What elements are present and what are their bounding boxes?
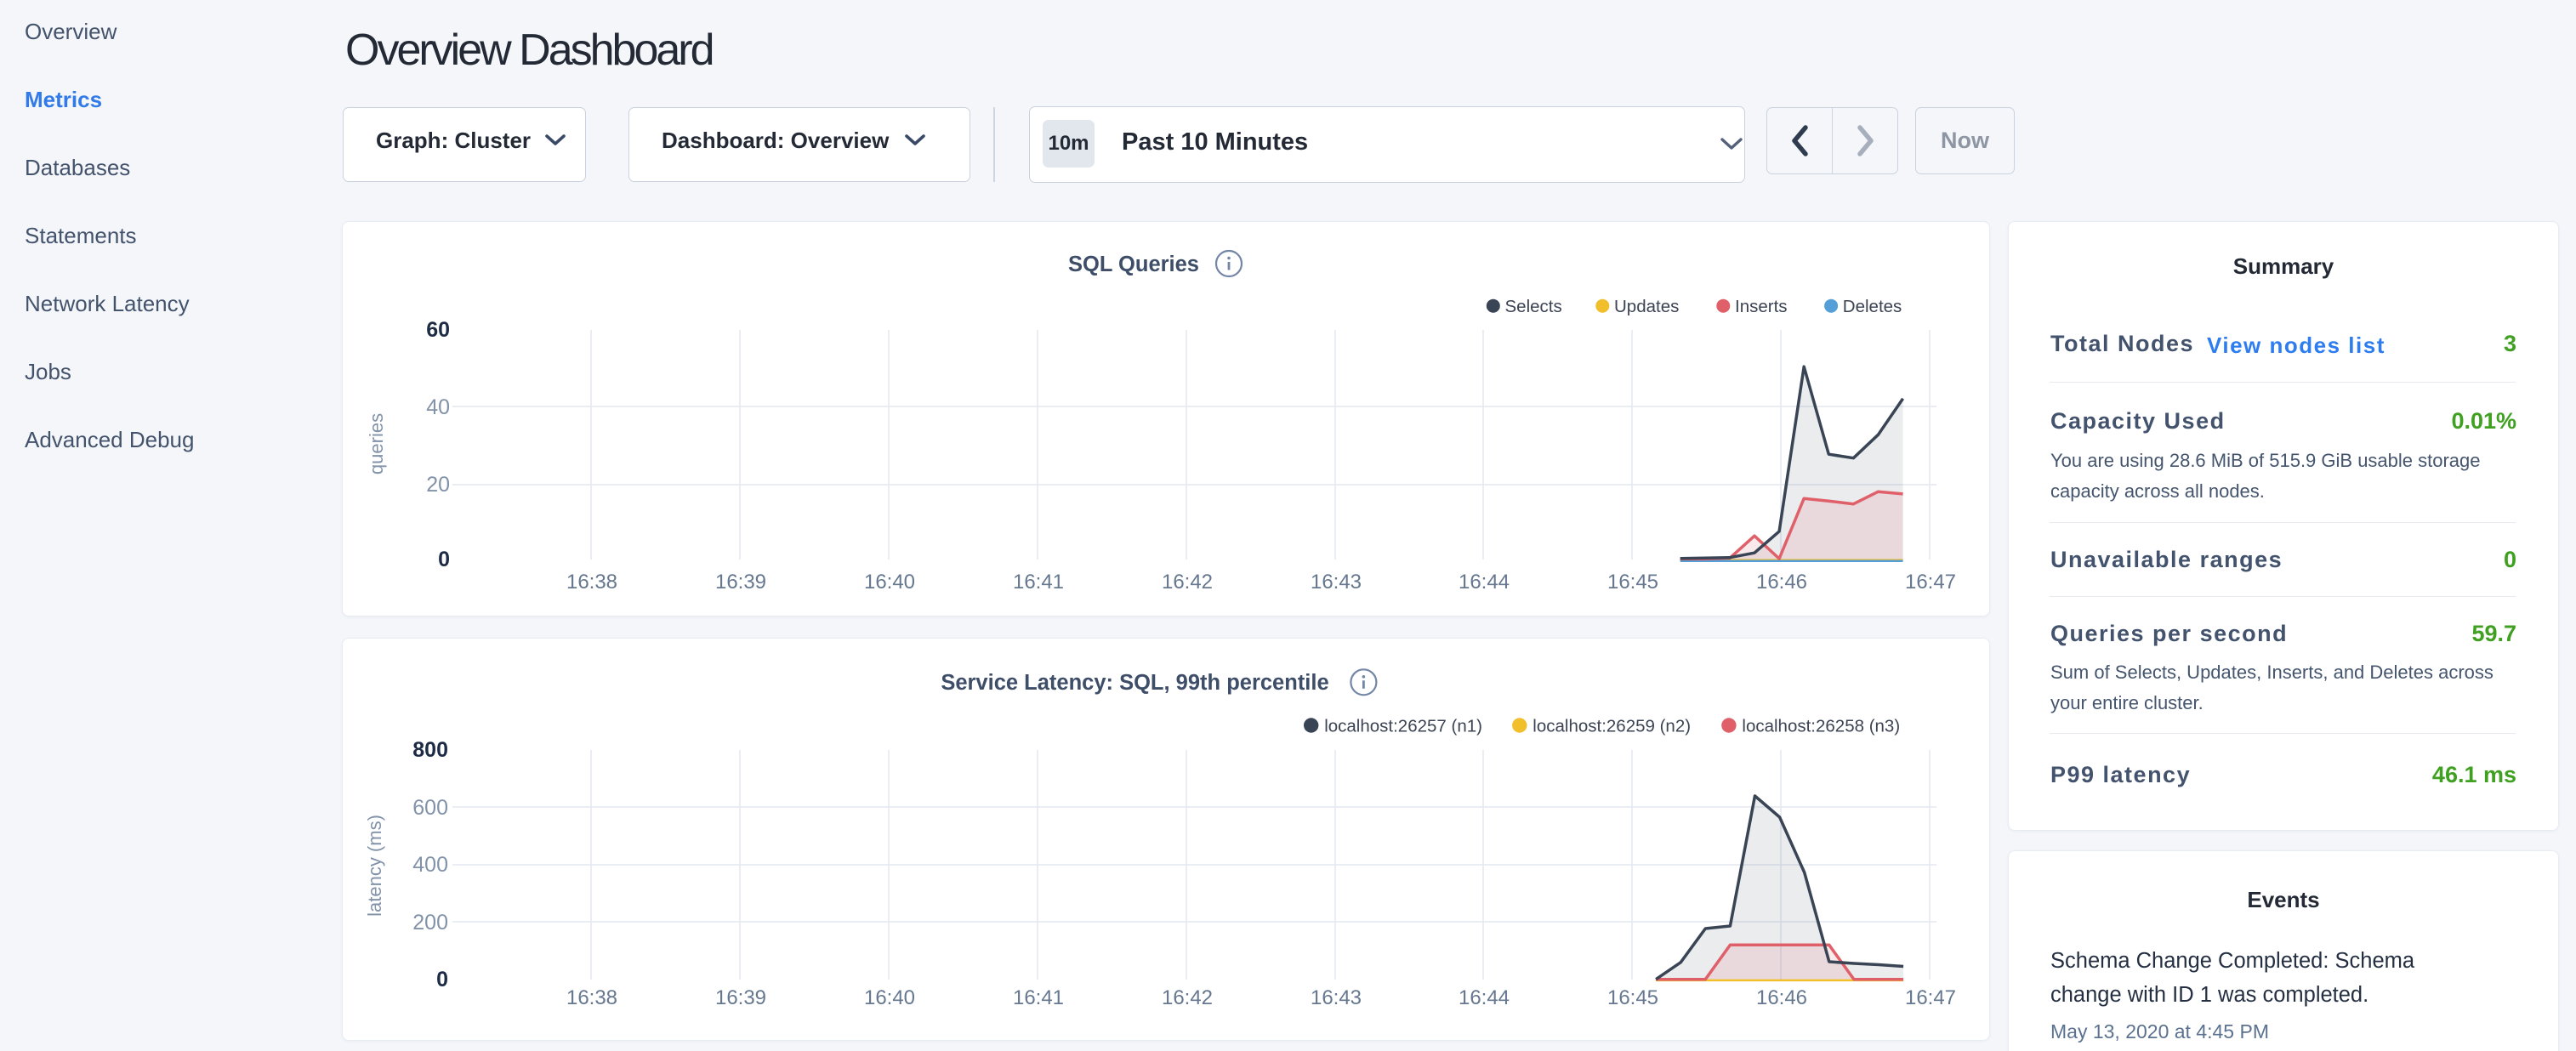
svg-text:20: 20 [426,473,450,497]
svg-text:queries: queries [366,413,387,474]
svg-text:16:38: 16:38 [566,571,617,594]
svg-text:16:47: 16:47 [1905,571,1956,594]
svg-text:Service Latency: SQL, 99th per: Service Latency: SQL, 99th percentile [941,671,1328,695]
svg-text:40: 40 [426,395,450,419]
svg-text:Selects: Selects [1505,297,1562,316]
svg-text:16:45: 16:45 [1607,986,1658,1009]
svg-text:16:45: 16:45 [1607,571,1658,594]
svg-text:Updates: Updates [1614,297,1679,316]
svg-text:16:39: 16:39 [715,571,766,594]
svg-text:SQL Queries: SQL Queries [1068,253,1199,276]
svg-text:localhost:26257 (n1): localhost:26257 (n1) [1324,716,1482,736]
svg-text:16:43: 16:43 [1311,986,1362,1009]
svg-text:16:42: 16:42 [1162,571,1213,594]
svg-text:16:44: 16:44 [1459,571,1510,594]
svg-text:16:41: 16:41 [1013,986,1064,1009]
svg-text:16:41: 16:41 [1013,571,1064,594]
svg-text:localhost:26259 (n2): localhost:26259 (n2) [1533,716,1691,736]
svg-text:16:46: 16:46 [1756,571,1807,594]
svg-text:16:44: 16:44 [1459,986,1510,1009]
svg-text:16:38: 16:38 [566,986,617,1009]
svg-text:16:42: 16:42 [1162,986,1213,1009]
svg-text:16:47: 16:47 [1905,986,1956,1009]
svg-text:400: 400 [412,853,448,877]
svg-text:16:40: 16:40 [864,986,915,1009]
svg-text:200: 200 [412,911,448,935]
svg-text:800: 800 [412,738,448,762]
svg-text:600: 600 [412,796,448,820]
svg-text:0: 0 [436,968,448,991]
svg-text:16:46: 16:46 [1756,986,1807,1009]
svg-text:16:43: 16:43 [1311,571,1362,594]
svg-text:0: 0 [438,548,450,571]
svg-text:60: 60 [426,318,450,342]
svg-text:16:39: 16:39 [715,986,766,1009]
svg-text:Inserts: Inserts [1735,297,1788,316]
svg-text:localhost:26258 (n3): localhost:26258 (n3) [1742,716,1900,736]
svg-text:Deletes: Deletes [1843,297,1902,316]
svg-text:16:40: 16:40 [864,571,915,594]
svg-text:latency (ms): latency (ms) [364,815,385,917]
